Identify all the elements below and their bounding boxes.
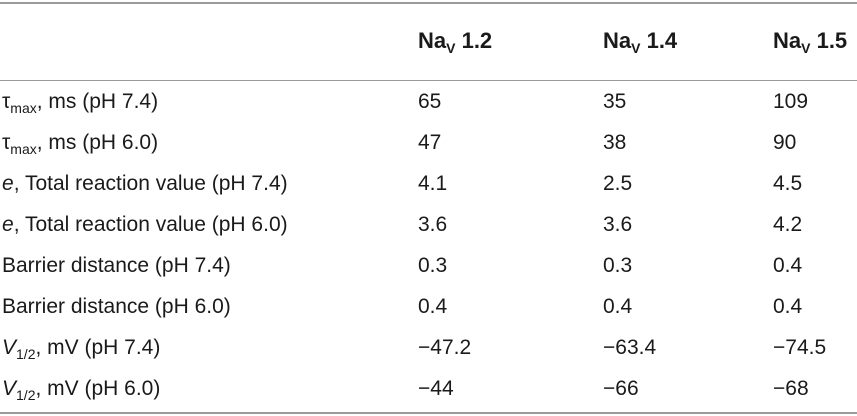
column-header-nav15: NaV 1.5 xyxy=(773,28,848,56)
cell-nav15: 4.5 xyxy=(773,172,803,195)
cell-nav14: −66 xyxy=(603,377,639,400)
cell-nav14: −63.4 xyxy=(603,336,657,359)
cell-nav15: −74.5 xyxy=(773,336,827,359)
row-label: Barrier distance (pH 7.4) xyxy=(2,254,231,277)
cell-nav14: 38 xyxy=(603,131,627,154)
row-label: V1/2, mV (pH 6.0) xyxy=(2,377,161,403)
table-row: e, Total reaction value (pH 6.0) 3.6 3.6… xyxy=(0,209,857,241)
column-header-nav12: NaV 1.2 xyxy=(418,28,493,56)
table-row: V1/2, mV (pH 6.0) −44 −66 −68 xyxy=(0,373,857,405)
cell-nav12: 3.6 xyxy=(418,213,448,236)
table-row: V1/2, mV (pH 7.4) −47.2 −63.4 −74.5 xyxy=(0,332,857,364)
cell-nav15: −68 xyxy=(773,377,809,400)
cell-nav14: 0.4 xyxy=(603,295,633,318)
cell-nav15: 0.4 xyxy=(773,295,803,318)
bottom-rule xyxy=(0,412,857,414)
row-label: V1/2, mV (pH 7.4) xyxy=(2,336,161,362)
table-row: Barrier distance (pH 6.0) 0.4 0.4 0.4 xyxy=(0,291,857,323)
cell-nav12: 65 xyxy=(418,90,442,113)
table-row: e, Total reaction value (pH 7.4) 4.1 2.5… xyxy=(0,168,857,200)
cell-nav15: 109 xyxy=(773,90,809,113)
cell-nav15: 0.4 xyxy=(773,254,803,277)
cell-nav15: 4.2 xyxy=(773,213,803,236)
row-label: τmax, ms (pH 6.0) xyxy=(2,131,159,157)
cell-nav14: 2.5 xyxy=(603,172,633,195)
cell-nav12: 0.4 xyxy=(418,295,448,318)
row-label: τmax, ms (pH 7.4) xyxy=(2,90,159,116)
top-rule xyxy=(0,2,857,4)
header-row: NaV 1.2 NaV 1.4 NaV 1.5 xyxy=(0,4,857,80)
table-row: τmax, ms (pH 7.4) 65 35 109 xyxy=(0,86,857,118)
table-row: Barrier distance (pH 7.4) 0.3 0.3 0.4 xyxy=(0,250,857,282)
cell-nav12: 47 xyxy=(418,131,442,154)
cell-nav14: 3.6 xyxy=(603,213,633,236)
cell-nav14: 0.3 xyxy=(603,254,633,277)
row-label: e, Total reaction value (pH 6.0) xyxy=(2,213,288,236)
row-label: Barrier distance (pH 6.0) xyxy=(2,295,231,318)
cell-nav14: 35 xyxy=(603,90,627,113)
cell-nav15: 90 xyxy=(773,131,797,154)
cell-nav12: −47.2 xyxy=(418,336,472,359)
cell-nav12: 0.3 xyxy=(418,254,448,277)
row-label: e, Total reaction value (pH 7.4) xyxy=(2,172,288,195)
column-header-nav14: NaV 1.4 xyxy=(603,28,678,56)
header-rule xyxy=(0,80,857,81)
cell-nav12: −44 xyxy=(418,377,454,400)
cell-nav12: 4.1 xyxy=(418,172,448,195)
table-row: τmax, ms (pH 6.0) 47 38 90 xyxy=(0,127,857,159)
